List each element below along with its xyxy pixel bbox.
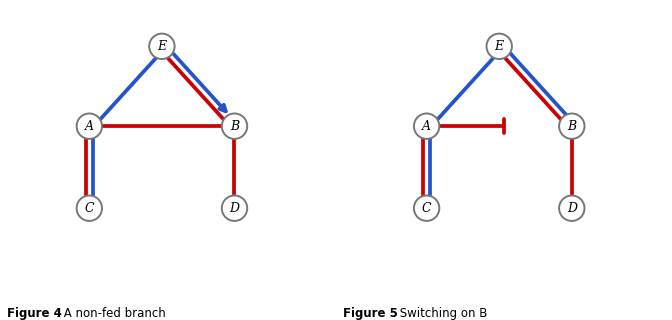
Text: D: D [566,202,577,215]
Text: Figure 5: Figure 5 [343,307,398,320]
Text: : Switching on B: : Switching on B [392,307,487,320]
Circle shape [559,114,585,139]
Circle shape [414,114,439,139]
Text: E: E [157,40,167,53]
Circle shape [149,34,175,59]
Text: C: C [422,202,431,215]
Text: E: E [495,40,504,53]
Text: Figure 4: Figure 4 [7,307,62,320]
Circle shape [222,114,247,139]
Circle shape [487,34,512,59]
Text: A: A [85,120,94,133]
Circle shape [77,196,102,221]
Text: : A non-fed branch
from B towards C: : A non-fed branch from B towards C [56,307,165,320]
Circle shape [222,196,247,221]
Text: D: D [230,202,239,215]
Text: B: B [230,120,239,133]
Text: B: B [567,120,577,133]
Circle shape [559,196,585,221]
Text: C: C [85,202,94,215]
Circle shape [77,114,102,139]
Circle shape [414,196,439,221]
Text: A: A [422,120,431,133]
